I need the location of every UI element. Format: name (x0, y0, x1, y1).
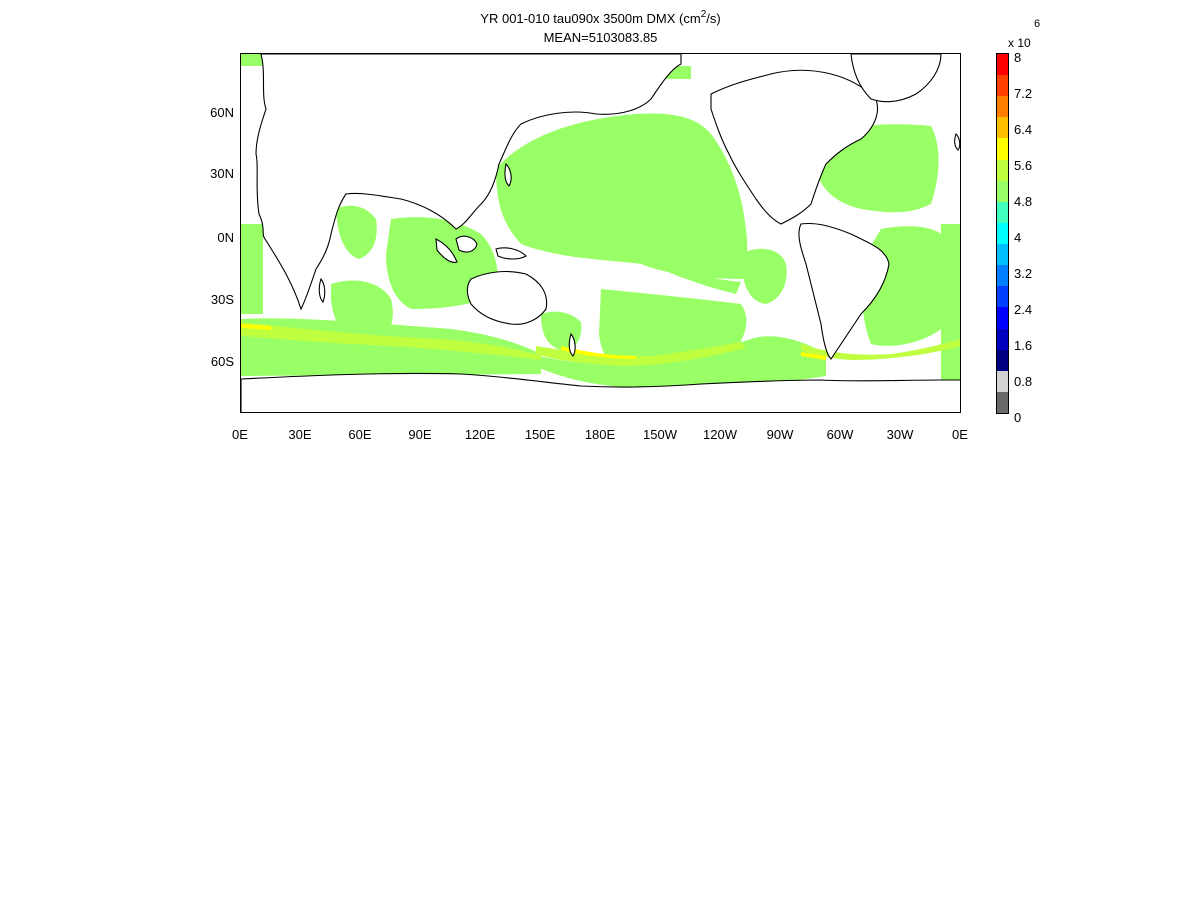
field-peak-pacific (561, 346, 636, 359)
colorbar-segment (997, 244, 1008, 266)
continent-greenland (850, 54, 942, 103)
colorbar-segment (997, 138, 1008, 161)
lon-label-150w: 150W (643, 427, 677, 442)
colorbar-tick-0-8: 0.8 (1014, 374, 1033, 389)
field-central-pacific (581, 244, 741, 294)
lon-label-90e: 90E (408, 427, 432, 442)
lat-label-60s: 60S (210, 354, 234, 369)
colorbar-tick-5-6: 5.6 (1014, 158, 1033, 173)
colorbar-segment (997, 286, 1008, 308)
colorbar-segment (997, 222, 1008, 245)
lon-label-0e: 0E (232, 427, 248, 442)
lon-label-0e-end: 0E (952, 427, 968, 442)
chart-subtitle-mean: MEAN=5103083.85 (543, 30, 658, 45)
chart-title: YR 001-010 tau090x 3500m DMX (cm2/s) (240, 9, 961, 29)
continent-antarctica (241, 372, 960, 412)
island-borneo (455, 235, 478, 253)
lon-label-60w: 60W (826, 427, 854, 442)
colorbar-segment (997, 265, 1008, 287)
island-sumatra (435, 238, 458, 263)
colorbar-segment (997, 159, 1008, 182)
colorbar-tick-6-4: 6.4 (1014, 122, 1033, 137)
field-high-band-indian (241, 322, 541, 360)
island-japan (504, 162, 512, 187)
colorbar-multiplier: x 10 (1008, 36, 1031, 50)
island-new-guinea (495, 247, 527, 260)
title-text: YR 001-010 tau090x 3500m DMX (cm (480, 11, 701, 26)
lon-label-90w: 90W (766, 427, 794, 442)
colorbar-segment (997, 307, 1008, 330)
continent-north-america (710, 69, 879, 225)
lat-label-60n: 60N (210, 105, 234, 120)
colorbar-exponent: 6 (1034, 18, 1041, 30)
field-high-band-pacific (536, 342, 746, 366)
colorbar-segment (997, 180, 1008, 203)
continent-south-america (798, 222, 890, 360)
colorbar-segment (997, 117, 1008, 139)
lon-label-150e: 150E (524, 427, 556, 442)
colorbar-segment (997, 391, 1008, 414)
field-high-band-atlantic (801, 339, 960, 360)
title-superscript: 2 (700, 9, 707, 20)
lon-label-60e: 60E (348, 427, 372, 442)
lon-label-120e: 120E (464, 427, 496, 442)
field-north-pacific (496, 113, 748, 280)
colorbar-tick-1-6: 1.6 (1014, 338, 1033, 353)
field-east-pacific (741, 248, 787, 304)
field-atlantic-west (941, 224, 960, 384)
title-unit-suffix: /s) (706, 11, 721, 26)
field-west-indian (241, 224, 263, 314)
lat-label-0n: 0N (217, 230, 234, 245)
colorbar-tick-3-2: 3.2 (1014, 266, 1033, 281)
colorbar (996, 53, 1009, 414)
colorbar-segment (997, 201, 1008, 224)
colorbar-tick-4-8: 4.8 (1014, 194, 1033, 209)
colorbar-tick-2-4: 2.4 (1014, 302, 1033, 317)
map-panel (240, 53, 961, 413)
lon-label-30e: 30E (288, 427, 312, 442)
field-mozambique (336, 205, 377, 259)
colorbar-segment (997, 75, 1008, 97)
island-uk (954, 132, 960, 151)
colorbar-tick-7-2: 7.2 (1014, 86, 1033, 101)
colorbar-segment (997, 328, 1008, 351)
lon-label-30w: 30W (886, 427, 914, 442)
colorbar-tick-8: 8 (1014, 50, 1022, 65)
continent-australia (466, 270, 548, 325)
continents-layer (241, 54, 960, 412)
lon-label-180e: 180E (584, 427, 616, 442)
field-southern-pacific (531, 336, 826, 388)
colorbar-tick-4: 4 (1014, 230, 1022, 245)
continent-eurasia-africa (255, 54, 682, 311)
colorbar-segment (997, 349, 1008, 372)
island-madagascar (318, 277, 326, 303)
colorbar-segment (997, 54, 1008, 76)
colorbar-segment (997, 96, 1008, 118)
map-plot (241, 54, 960, 412)
colorbar-tick-0: 0 (1014, 410, 1022, 425)
field-peak-atlantic (801, 352, 826, 360)
lat-label-30n: 30N (210, 166, 234, 181)
island-new-zealand (568, 332, 576, 357)
field-peak-indian (241, 324, 271, 330)
lat-label-30s: 30S (210, 292, 234, 307)
lon-label-120w: 120W (703, 427, 737, 442)
colorbar-segment (997, 370, 1008, 393)
